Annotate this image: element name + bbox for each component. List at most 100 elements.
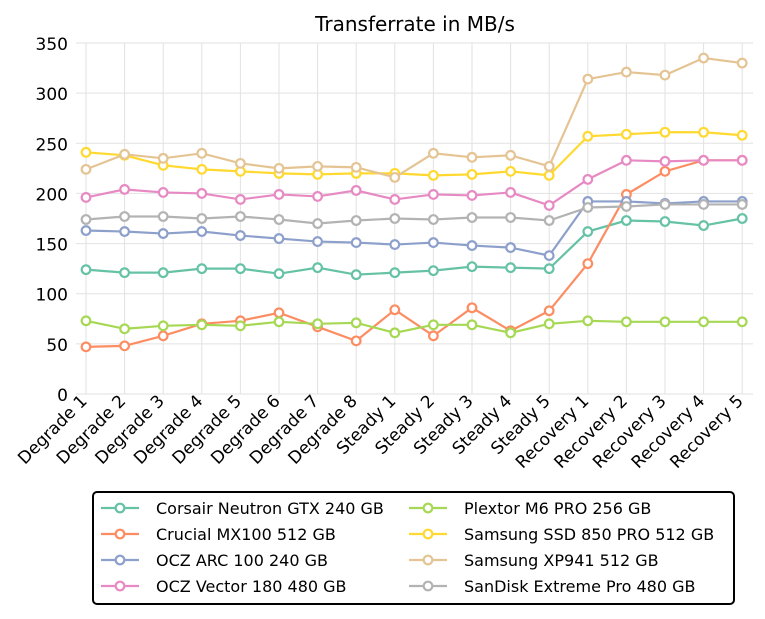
data-point bbox=[505, 165, 517, 177]
data-point bbox=[196, 226, 208, 237]
data-point bbox=[582, 202, 594, 213]
data-point bbox=[736, 316, 748, 328]
data-point bbox=[80, 264, 92, 276]
data-point bbox=[273, 214, 285, 225]
series-4 bbox=[80, 154, 748, 211]
data-point bbox=[698, 154, 709, 166]
data-point bbox=[119, 323, 130, 335]
data-point bbox=[234, 320, 246, 332]
legend-swatch bbox=[101, 554, 139, 566]
data-point bbox=[466, 319, 478, 331]
series-line bbox=[85, 217, 743, 276]
data-point bbox=[621, 201, 632, 212]
series-line bbox=[85, 159, 743, 207]
y-tick-label: 150 bbox=[36, 236, 68, 256]
data-point bbox=[119, 184, 130, 195]
legend-item: Samsung SSD 850 PRO 512 GB bbox=[408, 521, 714, 547]
series-line bbox=[85, 200, 743, 257]
data-point bbox=[736, 199, 748, 210]
data-point bbox=[350, 335, 362, 347]
data-point bbox=[80, 225, 92, 236]
data-point bbox=[582, 73, 594, 85]
data-point bbox=[428, 265, 439, 277]
data-point bbox=[273, 189, 285, 200]
legend-item: Corsair Neutron GTX 240 GB bbox=[100, 495, 384, 521]
data-point bbox=[543, 215, 555, 226]
legend-swatch bbox=[101, 502, 139, 514]
data-point bbox=[698, 126, 709, 138]
series-line bbox=[85, 131, 743, 177]
series-lines bbox=[80, 52, 748, 353]
data-point bbox=[466, 261, 478, 273]
data-point bbox=[466, 151, 478, 163]
data-point bbox=[389, 327, 401, 339]
y-tick-label: 250 bbox=[36, 135, 68, 155]
data-point bbox=[234, 263, 246, 275]
data-point bbox=[736, 154, 748, 166]
data-point bbox=[157, 187, 169, 198]
legend-swatch bbox=[101, 580, 139, 592]
data-point bbox=[350, 161, 362, 173]
data-point bbox=[273, 316, 285, 328]
data-point bbox=[466, 190, 478, 201]
data-point bbox=[736, 129, 748, 141]
data-point bbox=[196, 188, 208, 199]
data-point bbox=[312, 262, 324, 274]
data-point bbox=[582, 315, 594, 327]
data-point bbox=[659, 216, 671, 227]
series-1 bbox=[80, 213, 748, 281]
data-point bbox=[273, 268, 285, 280]
series-5 bbox=[80, 315, 748, 339]
data-point bbox=[196, 147, 208, 159]
data-point bbox=[698, 220, 709, 231]
legend-label: SanDisk Extreme Pro 480 GB bbox=[464, 576, 696, 596]
data-point bbox=[505, 262, 517, 274]
data-point bbox=[157, 152, 169, 164]
data-point bbox=[543, 318, 555, 330]
data-point bbox=[736, 57, 748, 69]
data-point bbox=[196, 263, 208, 275]
data-point bbox=[621, 66, 632, 78]
legend-item: OCZ ARC 100 240 GB bbox=[100, 547, 328, 573]
data-point bbox=[428, 214, 439, 225]
data-point bbox=[80, 192, 92, 203]
data-point bbox=[582, 226, 594, 237]
data-point bbox=[466, 212, 478, 223]
data-point bbox=[543, 263, 555, 275]
data-point bbox=[312, 318, 324, 330]
data-point bbox=[312, 236, 324, 247]
data-point bbox=[428, 330, 439, 342]
data-point bbox=[543, 305, 555, 317]
data-point bbox=[80, 163, 92, 175]
legend-swatch bbox=[409, 554, 447, 566]
legend-swatch bbox=[101, 528, 139, 540]
data-point bbox=[157, 330, 169, 342]
series-line bbox=[85, 56, 743, 179]
y-tick-label: 100 bbox=[36, 286, 68, 306]
data-point bbox=[659, 199, 671, 210]
data-point bbox=[196, 163, 208, 175]
data-point bbox=[196, 213, 208, 224]
data-point bbox=[505, 242, 517, 253]
data-point bbox=[273, 233, 285, 244]
data-point bbox=[312, 218, 324, 229]
legend-item: Crucial MX100 512 GB bbox=[100, 521, 336, 547]
data-point bbox=[350, 317, 362, 329]
data-point bbox=[389, 239, 401, 250]
legend-label: Samsung SSD 850 PRO 512 GB bbox=[464, 524, 715, 544]
data-point bbox=[119, 340, 130, 352]
data-point bbox=[698, 52, 709, 64]
data-point bbox=[505, 212, 517, 223]
y-axis-tick-labels: 0 50 100 150 200 250 300 350 bbox=[36, 35, 68, 406]
data-point bbox=[736, 213, 748, 224]
data-point bbox=[466, 240, 478, 251]
y-tick-label: 50 bbox=[46, 336, 68, 356]
data-point bbox=[350, 269, 362, 281]
data-point bbox=[273, 307, 285, 319]
data-point bbox=[119, 226, 130, 237]
data-point bbox=[80, 214, 92, 225]
data-point bbox=[350, 185, 362, 196]
data-point bbox=[80, 315, 92, 327]
y-tick-label: 350 bbox=[36, 35, 68, 55]
